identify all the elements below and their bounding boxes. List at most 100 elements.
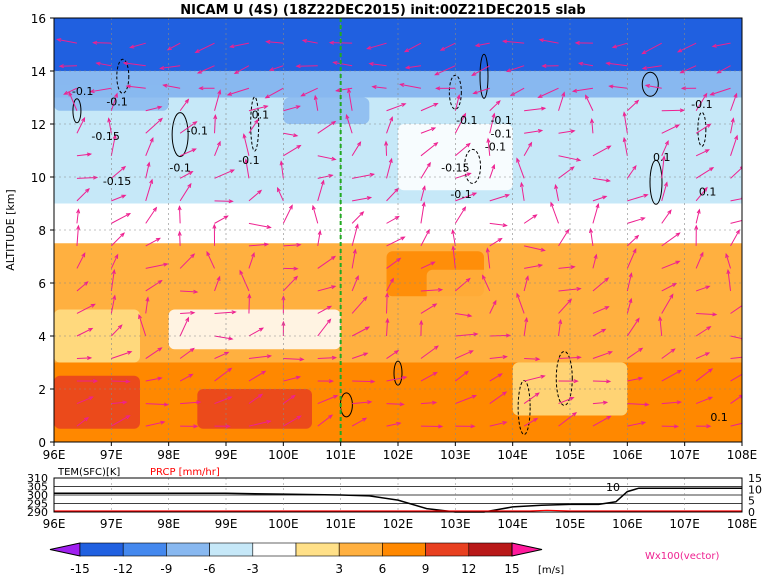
wind-vector-head (89, 89, 95, 94)
wind-vector-head (632, 164, 637, 171)
wind-vector (145, 118, 163, 134)
wind-vector (180, 401, 201, 405)
wind-vector (179, 317, 189, 337)
wind-vector-head (433, 103, 439, 107)
wind-vector (386, 158, 393, 179)
wind-vector (167, 42, 181, 51)
wind-vector-head (604, 277, 610, 282)
surface-left-tick: 305 (27, 481, 48, 494)
wind-vector-head (541, 106, 547, 111)
wind-vector-head (90, 303, 96, 308)
wind-vector-head (63, 90, 69, 95)
wind-vector-head (439, 46, 445, 51)
wind-vector-head (152, 206, 158, 212)
contour-label: 0.1 (252, 109, 270, 122)
wind-vector-head (602, 400, 609, 405)
wind-vector-head (228, 199, 234, 204)
wind-vector (661, 140, 669, 157)
wind-vector (420, 103, 438, 112)
wind-vector (606, 62, 628, 67)
wind-vector (214, 215, 228, 224)
wind-vector (455, 172, 471, 179)
wind-vector (489, 391, 507, 404)
wind-vector-head (638, 376, 644, 381)
colorbar-swatch (295, 542, 340, 557)
wind-vector-head (567, 298, 573, 304)
wind-vector-head (366, 45, 372, 50)
wind-vector (558, 166, 575, 179)
wind-vector (550, 202, 560, 224)
wind-vector (351, 141, 361, 157)
wind-vector-head (748, 355, 752, 358)
wind-vector (592, 277, 609, 292)
wind-vector (661, 182, 668, 201)
wind-vector (524, 358, 540, 360)
wind-vector-head (541, 63, 547, 68)
wind-vector-head (239, 269, 244, 275)
wind-vector (145, 162, 150, 179)
wind-vector-head (345, 113, 350, 120)
wind-vector-head (593, 253, 598, 259)
wind-vector (283, 358, 304, 360)
wind-vector (230, 42, 250, 48)
wind-vector (76, 225, 79, 246)
wind-vector-head (644, 83, 651, 88)
wind-vector-head (632, 248, 637, 254)
wind-vector (558, 320, 562, 337)
wind-vector (351, 211, 364, 224)
wind-vector-head (537, 263, 544, 268)
wind-vector (627, 347, 643, 359)
wind-vector (523, 214, 537, 224)
wind-vector (712, 42, 731, 47)
wind-vector (503, 40, 525, 44)
chart-title: NICAM U (4S) (18Z22DEC2015) init:00Z21DE… (180, 3, 585, 18)
wind-vector (283, 244, 301, 247)
wind-vector-head (295, 375, 302, 380)
wind-vector-head (213, 114, 218, 120)
wind-vector-head (242, 133, 247, 139)
surface-x-tick-label: 102E (383, 517, 414, 531)
wind-vector (248, 370, 266, 382)
wind-vector-head (670, 348, 676, 353)
wind-vector-head (332, 60, 338, 65)
wind-vector (695, 93, 708, 112)
wind-vector (214, 90, 221, 111)
wind-vector (317, 256, 336, 269)
x-tick-label: 104E (497, 448, 528, 462)
wind-vector (111, 194, 126, 202)
wind-vector-head (206, 250, 211, 257)
wind-vector-head (368, 62, 374, 67)
wind-vector-head (231, 310, 237, 315)
wind-vector (145, 403, 168, 406)
x-tick-label: 99E (215, 448, 238, 462)
wind-vector-head (561, 91, 566, 97)
wind-vector (163, 84, 181, 89)
wind-vector (609, 85, 628, 89)
wind-vector-head (492, 299, 497, 305)
wind-vector (730, 394, 742, 404)
wind-vector-head (571, 88, 578, 93)
wind-vector (179, 231, 181, 246)
wind-vector-head (366, 196, 373, 201)
wind-vector-head (268, 67, 275, 71)
wind-vector-head (589, 118, 595, 124)
wind-vector (626, 298, 632, 314)
wind-vector-head (404, 65, 411, 70)
wind-vector-head (266, 224, 272, 229)
wind-vector-head (121, 165, 127, 171)
wind-vector (178, 206, 181, 224)
wind-vector-head (122, 400, 128, 405)
wind-vector (579, 62, 594, 67)
wind-vector (420, 162, 431, 179)
wind-vector (248, 327, 264, 337)
contour-label: -0.15 (91, 130, 119, 143)
wind-vector (145, 297, 149, 314)
wind-vector-head (288, 204, 293, 210)
wind-vector (111, 415, 130, 427)
colorbar-label: 6 (379, 562, 387, 575)
wind-vector (180, 312, 195, 314)
contour-labels: -0.1-0.1-0.15 -0.1-0.1-0.15-0.10.1-0.1-0.… (72, 85, 728, 424)
wind-vector (179, 373, 193, 382)
